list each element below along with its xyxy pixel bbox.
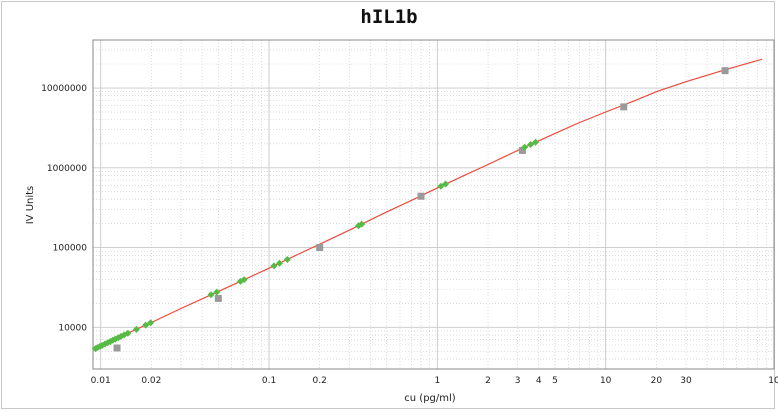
sample-point: [213, 288, 221, 296]
x-tick-label: 4: [536, 376, 542, 386]
sample-point: [142, 321, 150, 329]
sample-point: [283, 255, 291, 263]
sample-point: [132, 325, 140, 333]
x-tick-label: 0.2: [313, 376, 327, 386]
standard-point: [316, 244, 324, 252]
standard-point: [113, 344, 121, 352]
fit-curve-group: [95, 58, 763, 350]
x-tick-label: 2: [485, 376, 491, 386]
grid: [92, 39, 775, 370]
x-tick-label: 0.01: [91, 376, 111, 386]
y-tick-label: 100000: [53, 244, 88, 254]
sample-point: [147, 319, 155, 327]
chart-title: hIL1b: [360, 6, 418, 28]
sample-point: [442, 180, 450, 188]
fit-curve: [95, 58, 763, 350]
x-tick-label: 30: [680, 376, 692, 386]
y-tick-label: 10000: [58, 323, 87, 333]
sample-point: [358, 220, 366, 228]
x-tick-label: 1: [434, 376, 440, 386]
x-tick-label: 10: [768, 376, 778, 386]
plot-border: [92, 39, 775, 370]
standard-point: [417, 192, 425, 200]
y-axis-ticks: 10000 100000 1000000 10000000: [41, 84, 87, 333]
sample-point: [527, 141, 535, 149]
standard-point: [518, 146, 526, 154]
standard-point: [721, 67, 729, 75]
sample-point: [207, 291, 215, 299]
sample-point: [240, 276, 248, 284]
x-tick-label: 0.02: [141, 376, 161, 386]
plot-area: [93, 40, 774, 369]
x-axis-ticks: 0.01 0.02 0.1 0.2 1 2 3 4 5 10 20 30 10: [91, 376, 778, 386]
x-tick-label: 10: [600, 376, 612, 386]
y-tick-label: 10000000: [41, 84, 87, 94]
y-tick-label: 1000000: [47, 164, 87, 174]
sample-point: [532, 138, 540, 146]
sample-point: [275, 259, 283, 267]
x-tick-label: 3: [515, 376, 521, 386]
standard-point: [214, 294, 222, 302]
standard-point: [620, 103, 628, 111]
sample-point: [521, 143, 529, 151]
x-tick-label: 5: [552, 376, 558, 386]
sample-point: [124, 329, 132, 337]
y-axis-label: IV Units: [25, 186, 36, 225]
x-tick-label: 0.1: [262, 376, 276, 386]
standards-group: [113, 67, 729, 352]
x-axis-label: cu (pg/ml): [404, 393, 456, 404]
x-tick-label: 20: [651, 376, 663, 386]
samples-group: [91, 138, 540, 353]
sample-point: [270, 262, 278, 270]
